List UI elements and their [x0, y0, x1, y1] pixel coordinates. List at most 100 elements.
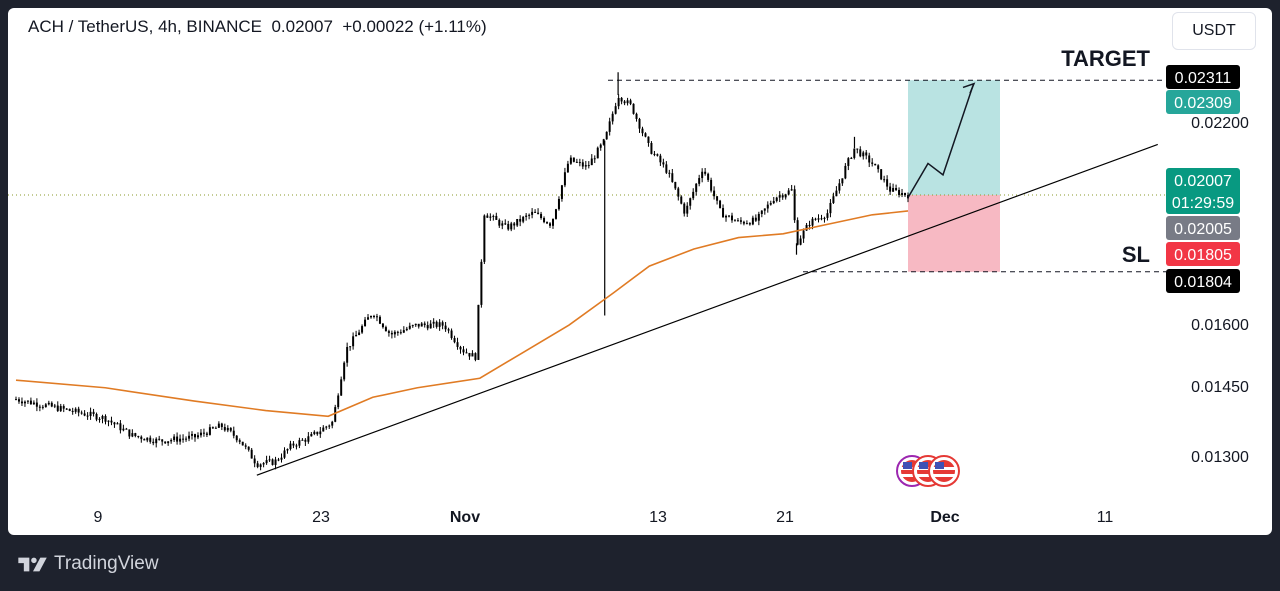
candle-body	[710, 179, 713, 191]
candle-body	[707, 173, 710, 180]
candle-body	[823, 217, 826, 219]
candle-body	[489, 216, 492, 218]
projection-arrow	[907, 85, 974, 199]
candle-body	[590, 158, 593, 166]
candle-body	[393, 331, 396, 335]
candle-body	[820, 218, 823, 220]
candle-body	[262, 463, 265, 465]
candle-body	[396, 331, 399, 333]
candle-body	[441, 322, 444, 326]
candle-body	[865, 152, 868, 156]
candle-body	[44, 404, 47, 408]
candle-body	[361, 326, 364, 333]
candle-body	[722, 208, 725, 218]
candle-body	[59, 406, 62, 411]
candle-body	[402, 330, 405, 333]
last-price: 0.02007	[271, 17, 333, 36]
price-chart[interactable]: TARGET SL 9 23 Nov 13 21 Dec 11 0.02200 0.01600 0.0…	[8, 8, 1272, 535]
candle-body	[104, 415, 107, 422]
candle-body	[387, 331, 390, 333]
candle-body	[229, 427, 232, 431]
candle-body	[763, 208, 766, 211]
candle-body	[751, 217, 754, 225]
candle-body	[247, 446, 250, 450]
candle-body	[384, 327, 387, 332]
candle-body	[599, 144, 602, 148]
candle-body	[477, 304, 480, 360]
candle-body	[898, 190, 901, 195]
candle-body	[465, 352, 468, 354]
x-tick-label: 23	[312, 509, 330, 526]
candle-body	[880, 169, 883, 180]
loss-zone	[908, 195, 1000, 272]
candle-body	[680, 196, 683, 204]
candle-body	[853, 148, 856, 158]
candle-body	[149, 437, 152, 442]
candle-body	[623, 101, 626, 104]
candle-body	[298, 440, 301, 446]
candle-body	[355, 334, 358, 337]
candle-body	[405, 328, 408, 331]
candle-body	[125, 428, 128, 430]
candle-body	[346, 347, 349, 363]
candle-body	[811, 218, 814, 226]
sl-label: SL	[1122, 242, 1150, 267]
candle-body	[883, 179, 886, 181]
candle-body	[808, 224, 811, 226]
candle-body	[471, 353, 474, 357]
candle-body	[665, 164, 668, 173]
candle-body	[850, 157, 853, 159]
candle-body	[859, 149, 862, 157]
candle-body	[450, 330, 453, 339]
candle-body	[641, 128, 644, 134]
candle-body	[593, 158, 596, 160]
candle-body	[15, 399, 17, 401]
candle-body	[620, 97, 623, 102]
candle-body	[301, 439, 304, 441]
candle-body	[334, 407, 337, 422]
candle-body	[575, 161, 578, 163]
candle-body	[862, 152, 865, 157]
candle-body	[152, 441, 155, 444]
currency-button[interactable]: USDT	[1172, 12, 1256, 50]
candle-body	[635, 113, 638, 119]
candle-body	[877, 165, 880, 170]
x-tick-label: 21	[776, 509, 794, 526]
candle-body	[904, 193, 907, 196]
candle-body	[784, 194, 787, 198]
trendline	[256, 143, 1158, 476]
candle-body	[650, 142, 653, 154]
candle-body	[692, 191, 695, 199]
price-tag-text: 0.02007	[1174, 173, 1232, 190]
candle-body	[725, 215, 728, 218]
chart-panel[interactable]: TARGET SL 9 23 Nov 13 21 Dec 11 0.02200 0.01600 0.0…	[8, 8, 1272, 535]
chart-header: ACH / TetherUS, 4h, BINANCE 0.02007 +0.0…	[28, 17, 487, 37]
candle-body	[89, 411, 92, 416]
candle-body	[841, 178, 844, 184]
candle-body	[140, 436, 143, 440]
candle-body	[238, 440, 241, 442]
candle-body	[271, 459, 274, 465]
candle-body	[626, 100, 629, 104]
candle-body	[775, 197, 778, 201]
candle-body	[713, 190, 716, 197]
candle-body	[167, 441, 170, 444]
price-tag-text: 0.02309	[1174, 95, 1232, 112]
candle-body	[32, 402, 35, 405]
countdown-timer: 01:29:59	[1172, 195, 1234, 212]
price-tag-text: 0.01804	[1174, 274, 1232, 291]
candle-body	[119, 423, 122, 431]
x-tick-label: 9	[94, 509, 103, 526]
candle-body	[131, 433, 134, 437]
candle-body	[50, 402, 53, 407]
candle-body	[158, 438, 161, 440]
candle-body	[274, 459, 277, 465]
candle-body	[77, 408, 80, 413]
candle-body	[871, 162, 874, 164]
candle-body	[370, 316, 373, 318]
candle-body	[217, 423, 220, 428]
candle-body	[20, 401, 23, 404]
candle-body	[352, 336, 355, 347]
candle-body	[704, 171, 707, 174]
candle-body	[781, 195, 784, 198]
